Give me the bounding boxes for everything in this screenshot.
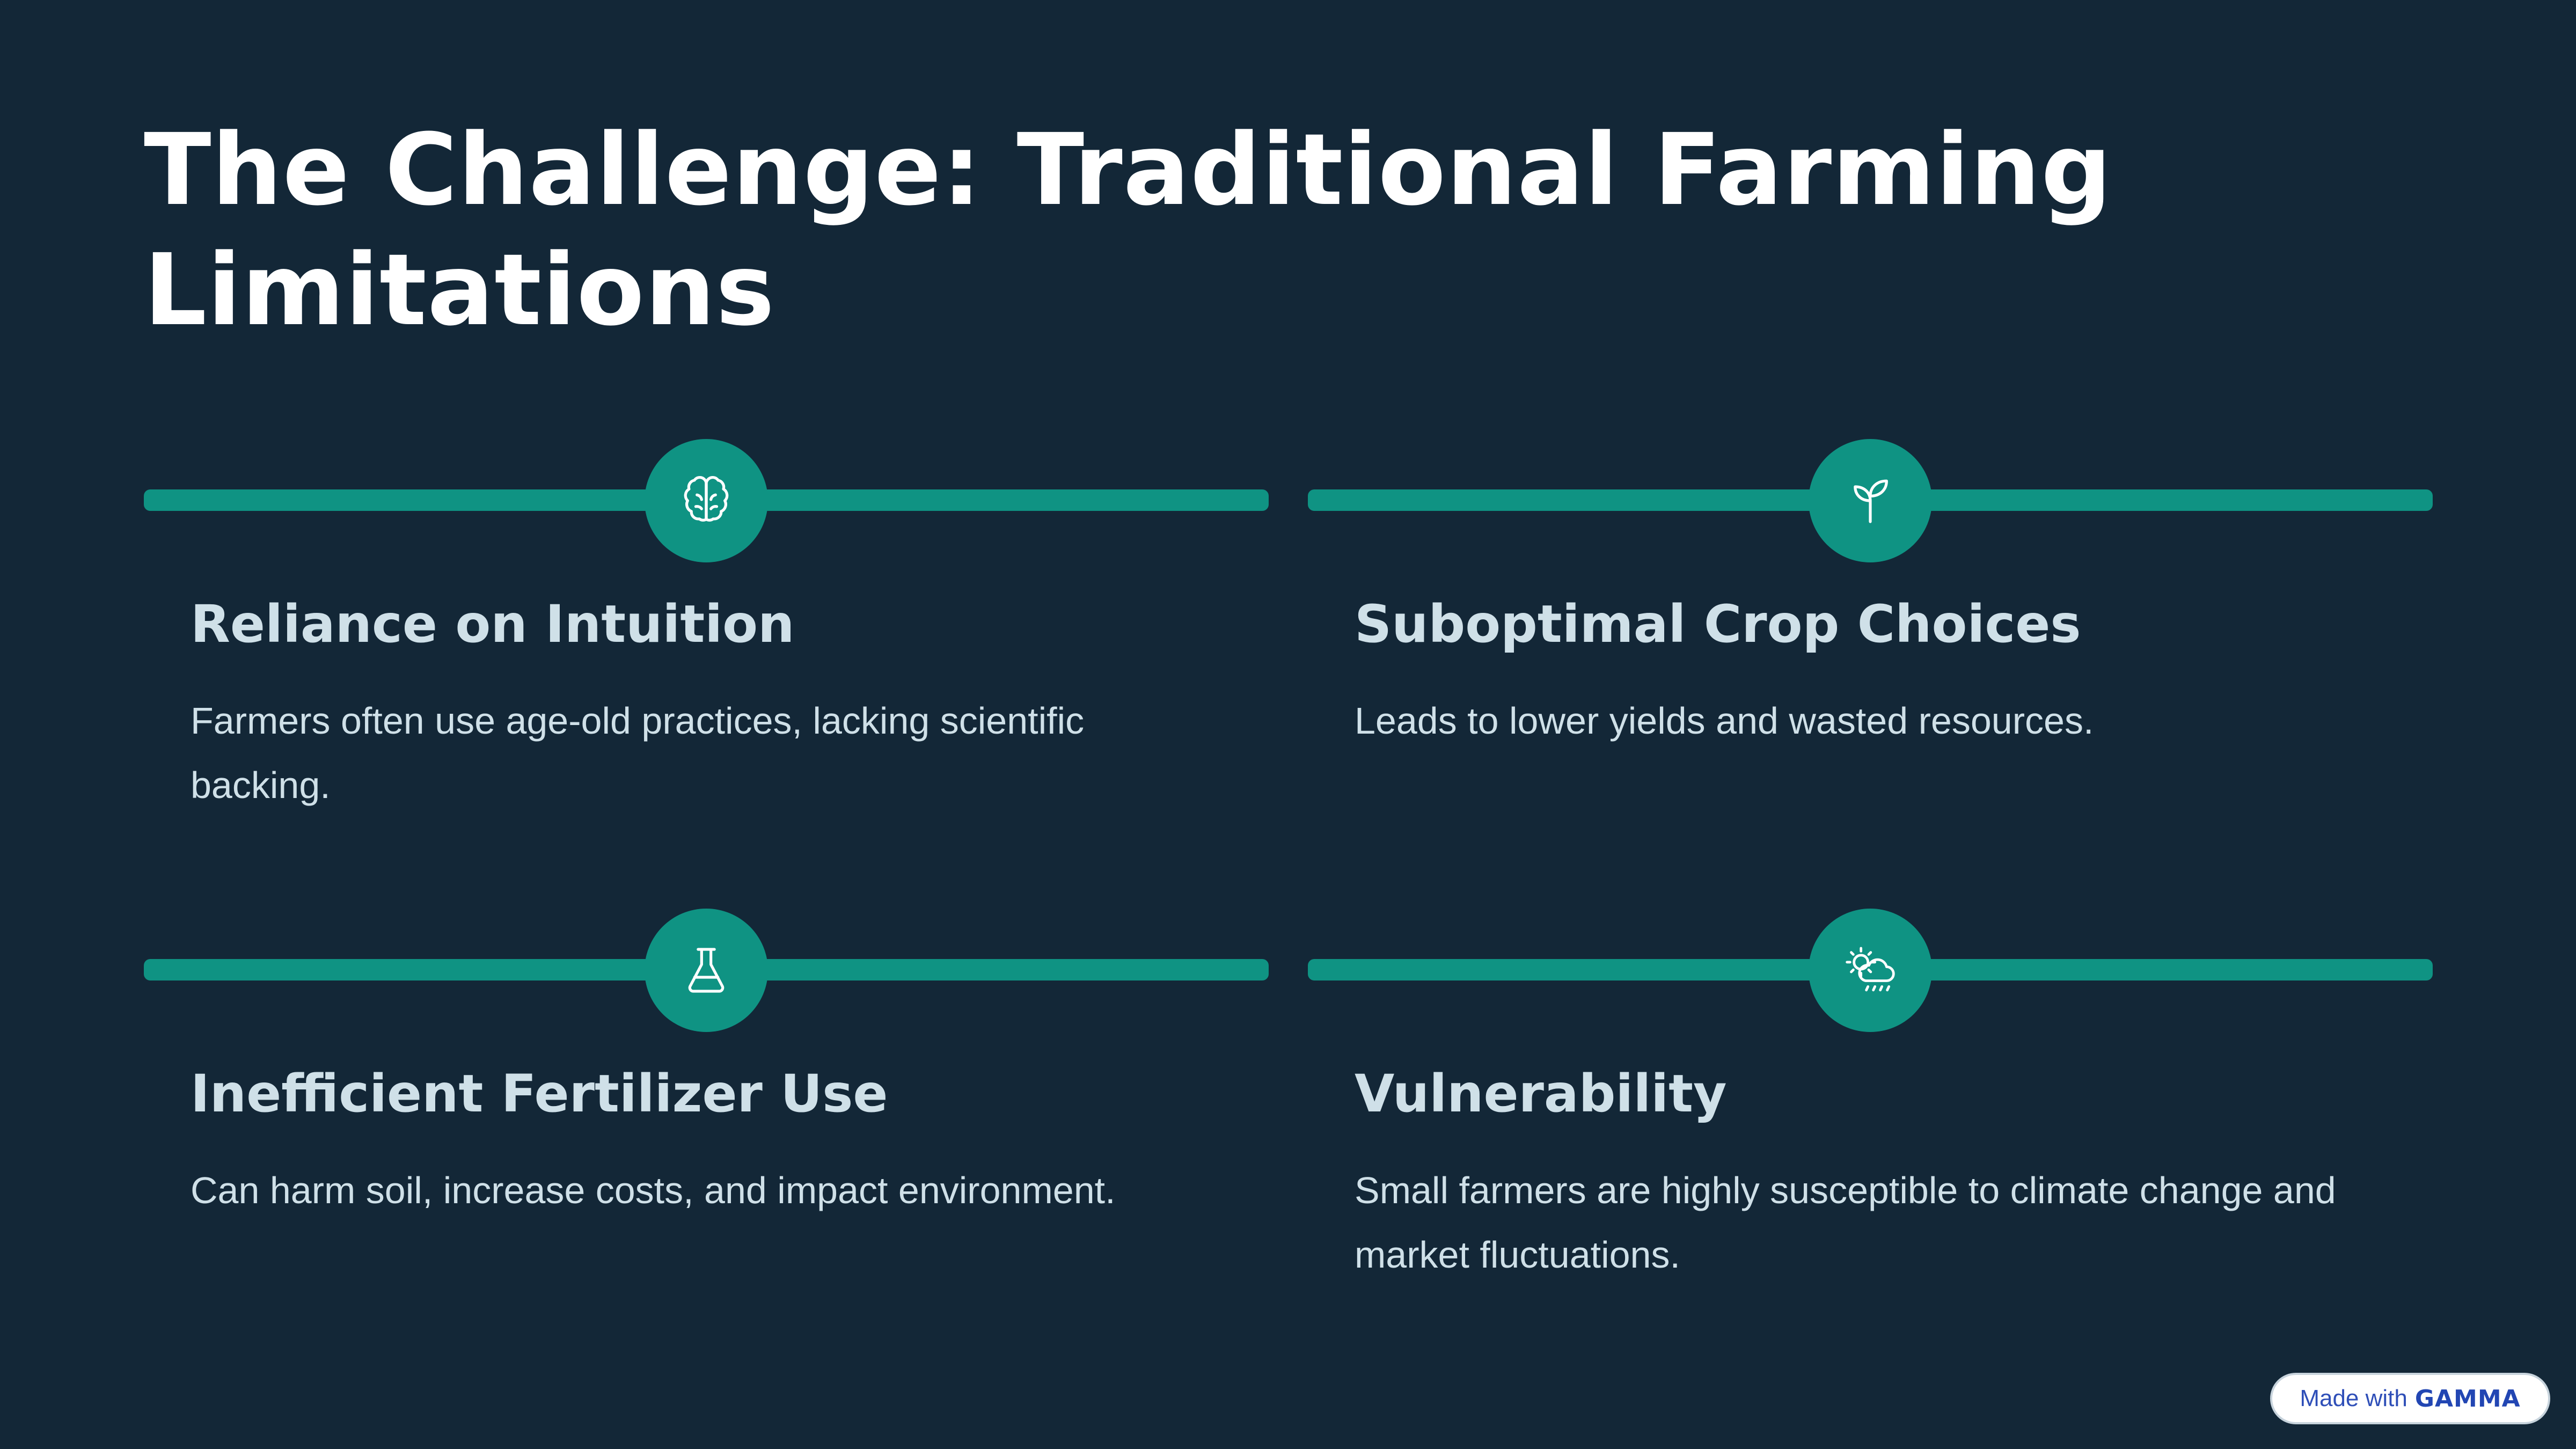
made-with-label: Made with: [2300, 1385, 2407, 1411]
brain-icon: [684, 476, 729, 522]
icon-badge: [1809, 439, 1932, 562]
weather-storm-icon: [1846, 947, 1895, 992]
icon-badge: [645, 439, 768, 562]
made-with-gamma-badge[interactable]: Made with GAMMA: [2270, 1373, 2550, 1424]
card-title: Vulnerability: [1355, 1064, 1727, 1124]
icon-badge: [1809, 909, 1932, 1032]
gamma-logo-text: GAMMA: [2414, 1385, 2521, 1413]
sprout-icon: [1854, 479, 1888, 523]
card-description: Can harm soil, increase costs, and impac…: [191, 1169, 1116, 1211]
card-title: Inefficient Fertilizer Use: [191, 1064, 888, 1124]
card-description: Farmers often use age-old practices, lac…: [191, 700, 1085, 806]
card-title: Suboptimal Crop Choices: [1355, 594, 2081, 654]
icon-badge: [645, 909, 768, 1032]
card-description: Small farmers are highly susceptible to …: [1355, 1169, 2336, 1276]
card-title: Reliance on Intuition: [191, 594, 795, 654]
slide-title: The Challenge: Traditional Farming Limit…: [144, 113, 2112, 348]
flask-icon: [688, 948, 724, 993]
card-description: Leads to lower yields and wasted resourc…: [1355, 700, 2094, 742]
